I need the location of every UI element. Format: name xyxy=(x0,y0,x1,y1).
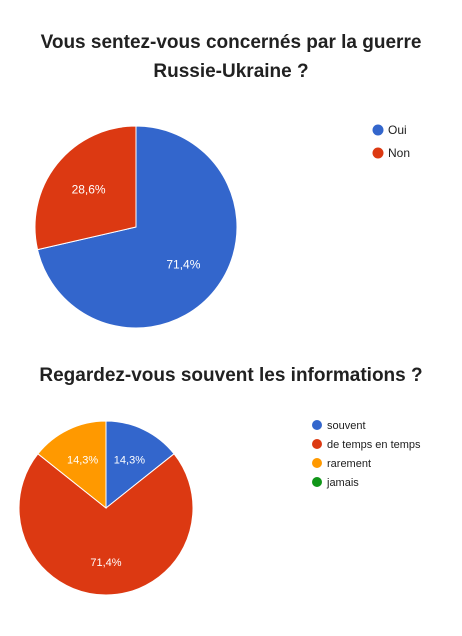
pie-slice-non[interactable] xyxy=(34,125,137,251)
chart-title-concern: Vous sentez-vous concernés par la guerre… xyxy=(0,28,462,86)
legend-marker xyxy=(312,420,322,430)
legend-item-rarement[interactable]: rarement xyxy=(312,458,371,470)
legend-marker xyxy=(372,147,384,159)
legend-item-de-temps-en-temps[interactable]: de temps en temps xyxy=(312,439,421,451)
legend-label: jamais xyxy=(326,477,359,489)
chart-title-line-2: Russie-Ukraine ? xyxy=(153,61,309,82)
legend-item-jamais[interactable]: jamais xyxy=(312,477,359,489)
legend-marker xyxy=(312,477,322,487)
pie-chart-2: 14,3% 71,4% 14,3% xyxy=(18,420,194,596)
legend-item-oui[interactable]: Oui xyxy=(372,123,407,137)
slice-label-de-temps-en-temps: 71,4% xyxy=(90,557,121,569)
chart-title-news: Regardez-vous souvent les informations ? xyxy=(39,365,423,386)
legend-item-non[interactable]: Non xyxy=(372,146,411,160)
pie-slice-de-temps-en-temps[interactable] xyxy=(18,453,194,596)
slice-label-oui: 71,4% xyxy=(166,258,200,272)
legend-label: de temps en temps xyxy=(327,439,421,451)
legend-item-souvent[interactable]: souvent xyxy=(312,420,366,432)
legend-label: souvent xyxy=(327,420,366,432)
pie-chart-1: 71,4% 28,6% xyxy=(34,125,238,329)
pie-slice-rarement[interactable] xyxy=(37,420,107,510)
slice-label-rarement: 14,3% xyxy=(67,454,98,466)
pie-slice-oui[interactable] xyxy=(36,125,238,329)
slice-label-non: 28,6% xyxy=(72,182,106,196)
chart-title-line-1: Vous sentez-vous concernés par la guerre xyxy=(40,32,422,53)
legend-marker xyxy=(312,458,322,468)
slice-label-souvent: 14,3% xyxy=(114,454,145,466)
pie-slice-souvent[interactable] xyxy=(105,420,175,510)
legend-label: Oui xyxy=(388,123,407,137)
legend-label: rarement xyxy=(327,458,371,470)
legend-marker xyxy=(312,439,322,449)
legend-label: Non xyxy=(388,146,410,160)
legend-marker xyxy=(372,124,384,136)
